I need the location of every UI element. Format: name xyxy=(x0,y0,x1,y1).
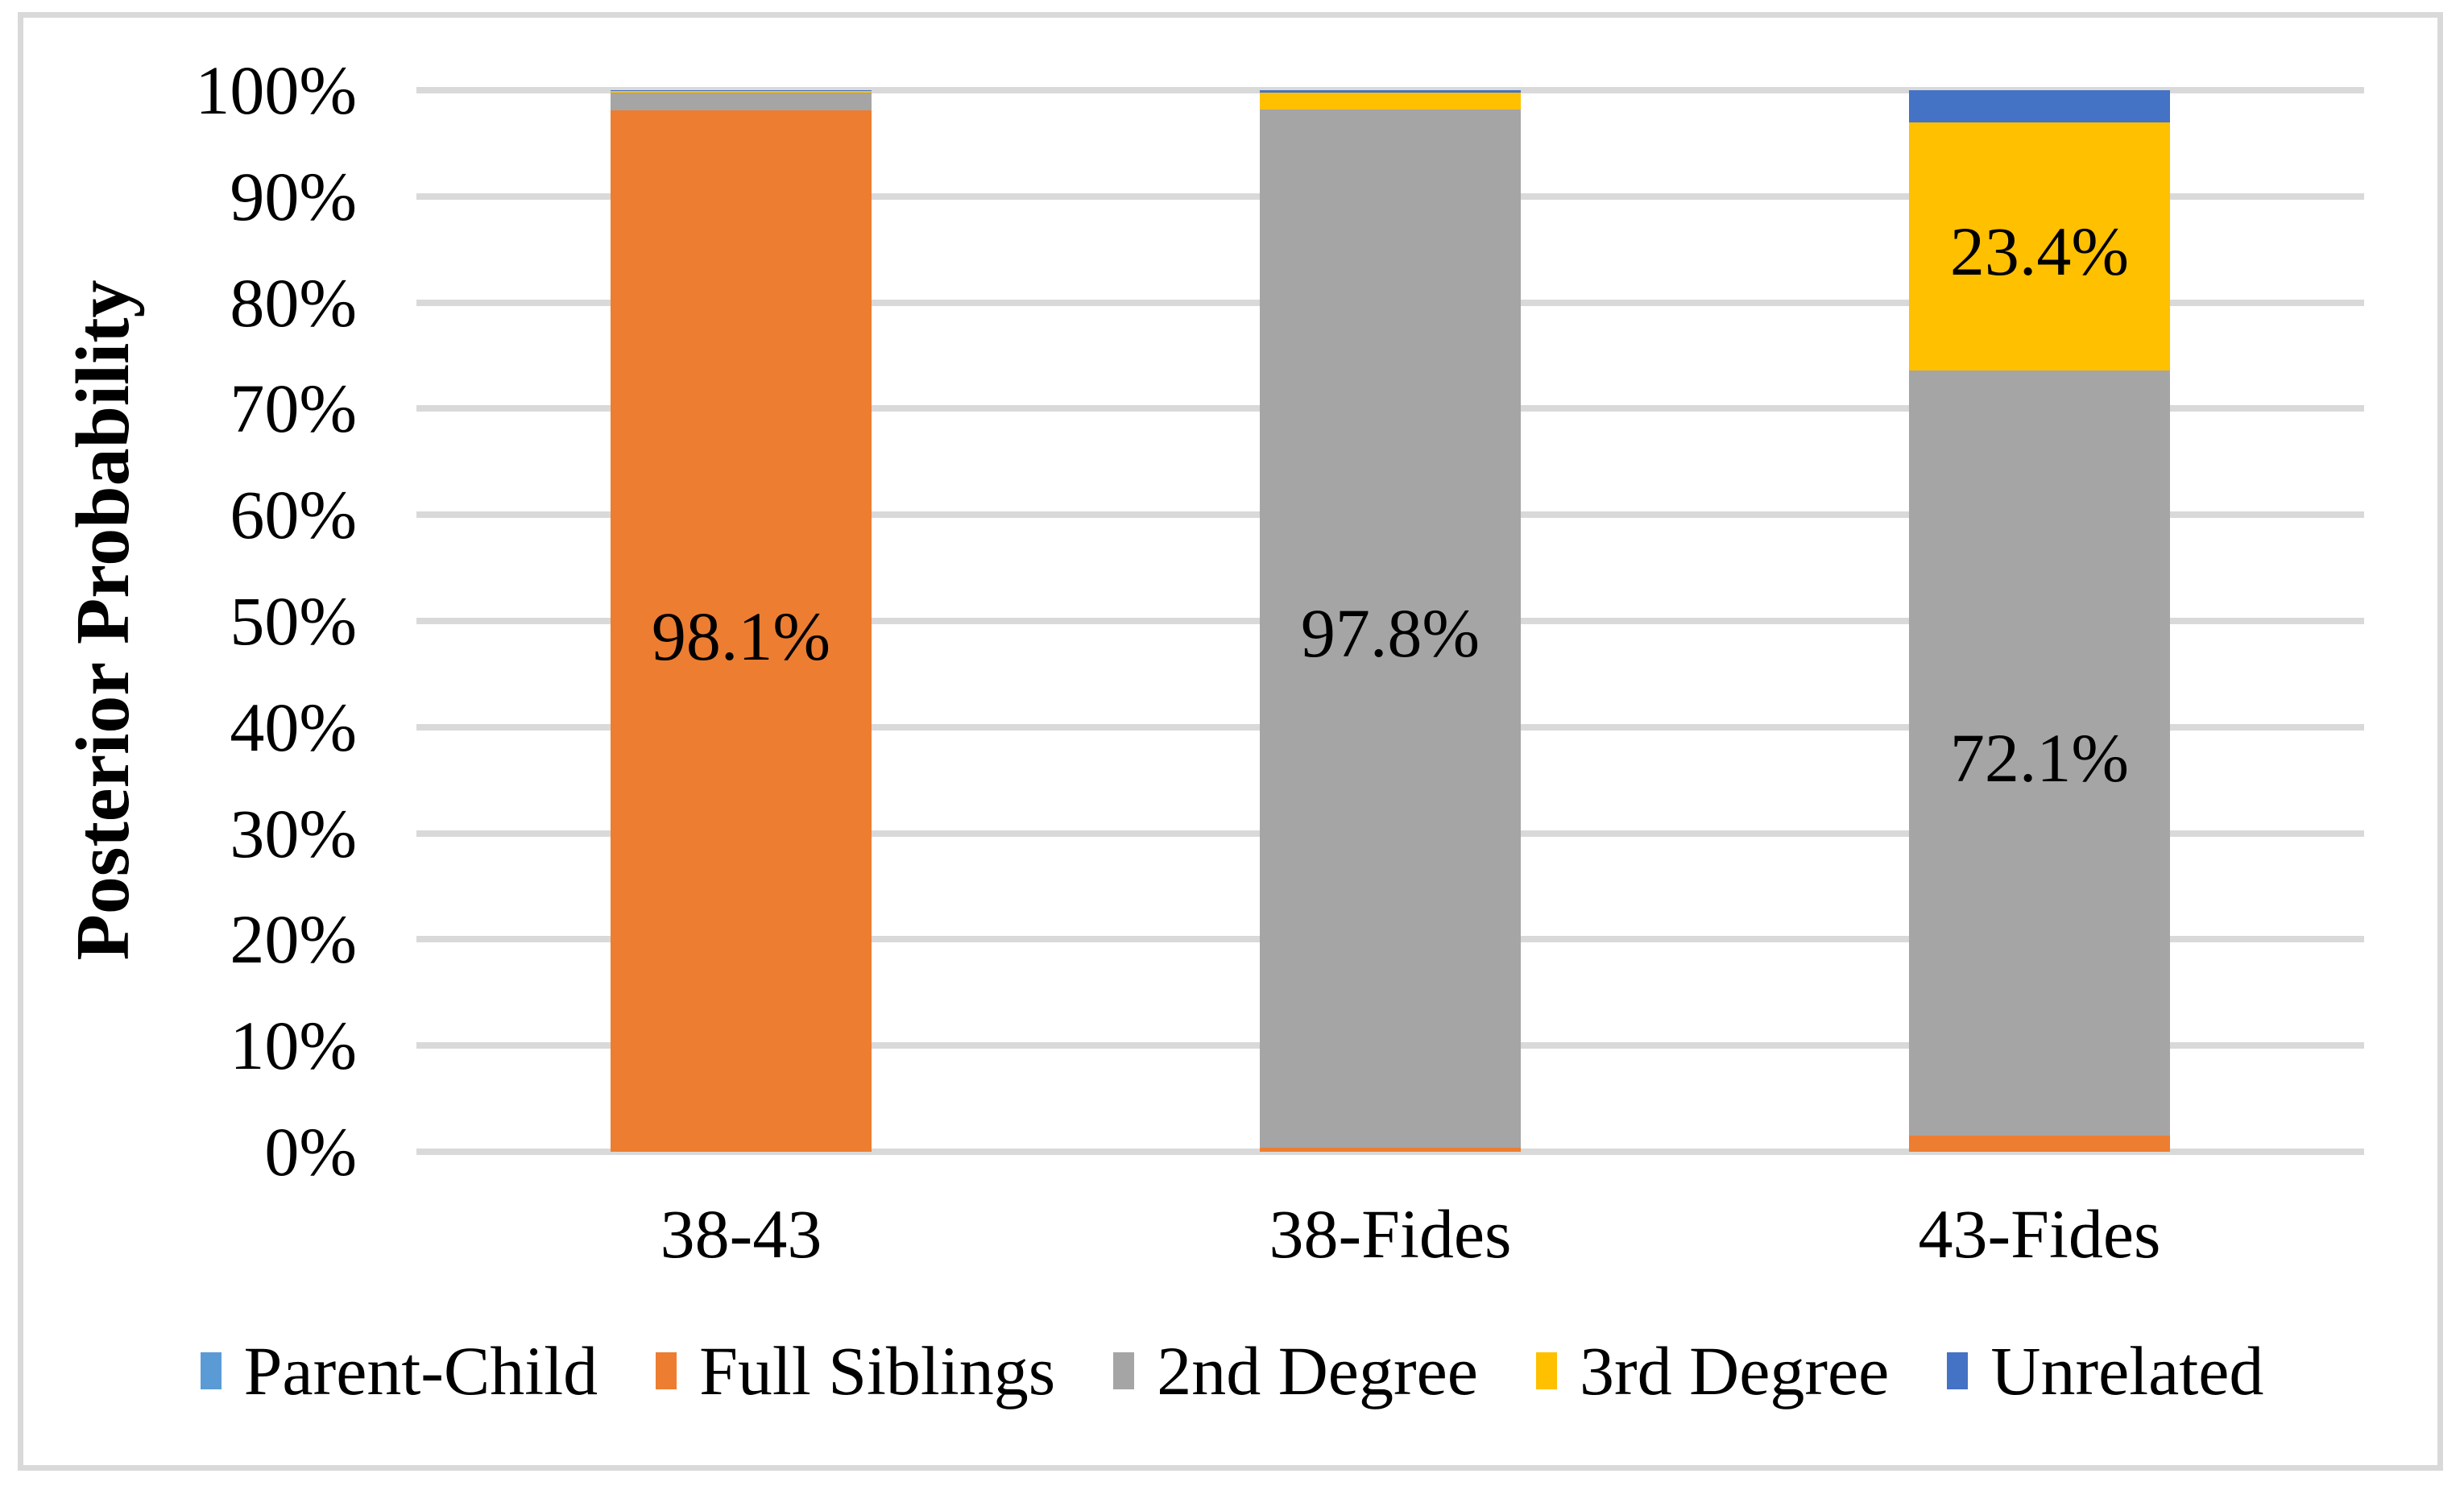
bar-data-label: 98.1% xyxy=(651,597,831,675)
legend-item-full-siblings: Full Siblings xyxy=(656,1334,1055,1408)
legend-item-unrelated: Unrelated xyxy=(1947,1334,2263,1408)
y-tick-label: 50% xyxy=(230,582,357,660)
legend: Parent-Child Full Siblings 2nd Degree 3rd D… xyxy=(0,1331,2464,1411)
chart-border xyxy=(18,12,2443,1471)
bar-segment-3rd-degree xyxy=(1260,92,1521,110)
legend-color-swatch xyxy=(200,1352,222,1389)
bar-segment-2nd-degree xyxy=(1909,370,2170,1136)
y-tick-label: 20% xyxy=(230,900,357,979)
legend-item-3rd-degree: 3rd Degree xyxy=(1535,1332,1890,1409)
y-tick-label: 100% xyxy=(195,52,357,129)
y-tick-label: 90% xyxy=(230,157,357,235)
x-axis-label: 38-Fides xyxy=(1269,1195,1512,1273)
legend-color-swatch xyxy=(1113,1352,1135,1389)
legend-label: Full Siblings xyxy=(699,1332,1056,1409)
y-tick-label: 70% xyxy=(230,370,357,448)
y-tick-label: 30% xyxy=(230,794,357,872)
y-tick-label: 0% xyxy=(264,1113,357,1190)
bar-segment-unrelated xyxy=(1260,90,1521,93)
legend-item-2nd-degree: 2nd Degree xyxy=(1113,1334,1478,1408)
y-axis-title: Posterior Probability xyxy=(61,279,145,961)
x-axis-label: 38-43 xyxy=(660,1195,822,1273)
bar-segment-unrelated xyxy=(1909,90,2170,122)
legend-label: Parent-Child xyxy=(243,1332,598,1409)
y-tick-label: 10% xyxy=(230,1007,357,1085)
y-tick-label: 80% xyxy=(230,263,357,341)
bar-data-label: 23.4% xyxy=(1949,212,2130,290)
bar-segment-full-siblings xyxy=(1909,1136,2170,1152)
bar-segment-full-siblings xyxy=(611,110,872,1152)
bar-data-label: 72.1% xyxy=(1949,719,2130,797)
bar-segment-full-siblings xyxy=(1260,1147,1521,1152)
bar-data-label: 97.8% xyxy=(1300,594,1480,673)
y-tick-label: 40% xyxy=(230,688,357,766)
bar-segment-2nd-degree xyxy=(1260,109,1521,1148)
legend-item-parent-child: Parent-Child xyxy=(200,1332,598,1409)
bar-segment-3rd-degree xyxy=(1909,122,2170,370)
y-tick-label: 60% xyxy=(230,476,357,554)
legend-color-swatch xyxy=(1947,1352,1969,1389)
x-axis-label: 43-Fides xyxy=(1918,1195,2161,1273)
legend-color-swatch xyxy=(656,1352,677,1389)
legend-label: 3rd Degree xyxy=(1579,1332,1890,1409)
legend-color-swatch xyxy=(1535,1352,1557,1389)
gridline xyxy=(416,1149,2364,1155)
bar-segment-2nd-degree xyxy=(611,92,872,111)
legend-label: Unrelated xyxy=(1990,1332,2264,1409)
bar-segment-3rd-degree xyxy=(611,91,872,93)
bar-segment-unrelated xyxy=(611,90,872,92)
legend-label: 2nd Degree xyxy=(1157,1332,1478,1409)
